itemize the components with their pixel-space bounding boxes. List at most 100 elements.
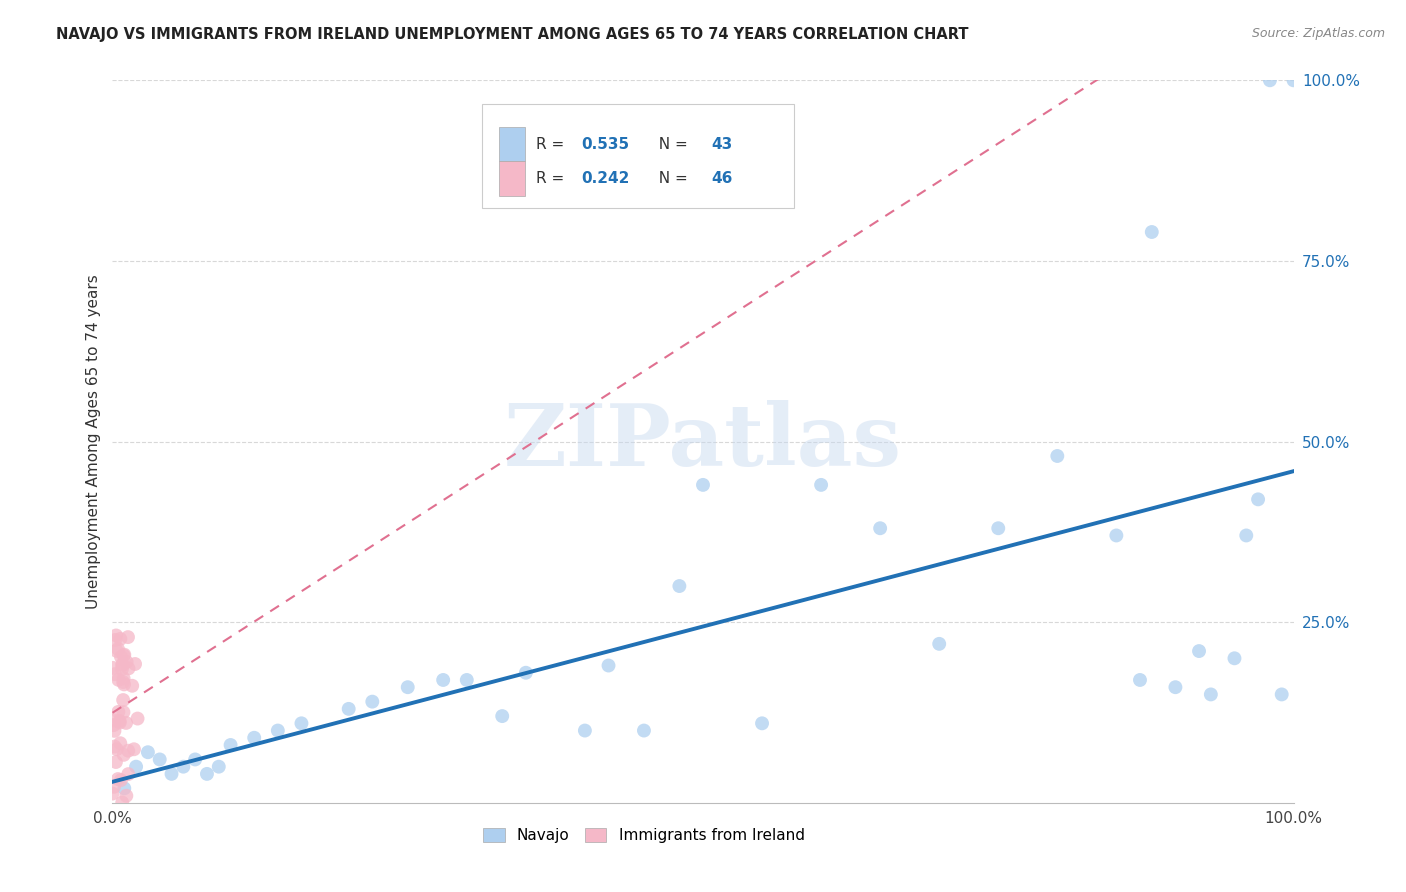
Point: [491, 709, 513, 723]
Point: [987, 521, 1010, 535]
Text: R =: R =: [537, 136, 569, 152]
Point: [112, 677, 135, 691]
Legend: Navajo, Immigrants from Ireland: Navajo, Immigrants from Ireland: [477, 822, 811, 849]
Point: [127, 712, 149, 726]
Point: [111, 662, 134, 676]
Point: [105, 628, 128, 642]
Text: R =: R =: [537, 171, 569, 186]
Point: [456, 673, 478, 687]
Point: [115, 715, 138, 730]
Point: [104, 755, 127, 769]
Point: [110, 649, 132, 664]
Point: [1046, 449, 1069, 463]
Point: [103, 718, 125, 732]
Point: [112, 747, 135, 762]
Point: [104, 632, 127, 647]
Point: [751, 716, 773, 731]
Point: [103, 723, 125, 738]
Point: [117, 744, 139, 758]
Point: [1164, 680, 1187, 694]
Point: [1105, 528, 1128, 542]
Point: [361, 695, 384, 709]
Y-axis label: Unemployment Among Ages 65 to 74 years: Unemployment Among Ages 65 to 74 years: [86, 274, 101, 609]
Point: [105, 644, 128, 658]
Point: [111, 657, 134, 672]
Point: [1234, 528, 1257, 542]
FancyBboxPatch shape: [499, 161, 524, 195]
Point: [101, 787, 124, 801]
Text: 46: 46: [711, 171, 733, 186]
Point: [928, 637, 950, 651]
Point: [1282, 73, 1305, 87]
Point: [396, 680, 419, 694]
Point: [219, 738, 242, 752]
Point: [117, 661, 139, 675]
Point: [111, 796, 134, 810]
Point: [112, 675, 135, 690]
Point: [107, 772, 129, 786]
Text: N =: N =: [648, 171, 692, 186]
Point: [149, 752, 172, 766]
Point: [101, 661, 124, 675]
Point: [290, 716, 312, 731]
Point: [104, 667, 127, 681]
Point: [112, 705, 135, 719]
Point: [112, 648, 135, 662]
Point: [115, 655, 138, 669]
FancyBboxPatch shape: [482, 104, 794, 208]
Point: [692, 478, 714, 492]
Text: N =: N =: [648, 136, 692, 152]
Point: [103, 714, 125, 728]
Point: [103, 739, 125, 754]
Point: [107, 705, 129, 719]
Point: [105, 742, 128, 756]
Point: [1199, 687, 1222, 701]
Text: Source: ZipAtlas.com: Source: ZipAtlas.com: [1251, 27, 1385, 40]
Point: [136, 745, 159, 759]
Point: [124, 657, 146, 671]
Point: [110, 773, 132, 788]
Point: [810, 478, 832, 492]
Text: 43: 43: [711, 136, 733, 152]
Point: [117, 767, 139, 781]
Point: [1223, 651, 1246, 665]
Point: [195, 767, 218, 781]
Point: [117, 630, 139, 644]
Point: [107, 642, 129, 657]
Point: [112, 781, 135, 796]
Point: [208, 760, 231, 774]
Point: [125, 760, 148, 774]
Point: [112, 693, 135, 707]
Point: [107, 673, 129, 687]
Point: [115, 789, 138, 803]
Point: [598, 658, 620, 673]
Point: [184, 752, 207, 766]
Point: [574, 723, 596, 738]
Point: [1258, 73, 1281, 87]
Point: [668, 579, 690, 593]
Point: [1188, 644, 1211, 658]
Point: [432, 673, 454, 687]
Point: [160, 767, 183, 781]
Point: [1271, 687, 1294, 701]
Point: [869, 521, 891, 535]
Point: [515, 665, 537, 680]
Point: [267, 723, 290, 738]
Point: [337, 702, 360, 716]
Text: ZIPatlas: ZIPatlas: [503, 400, 903, 483]
Point: [1129, 673, 1152, 687]
Point: [112, 648, 135, 663]
Text: 0.535: 0.535: [581, 136, 630, 152]
Point: [633, 723, 655, 738]
Point: [110, 632, 132, 646]
Point: [172, 760, 194, 774]
Text: NAVAJO VS IMMIGRANTS FROM IRELAND UNEMPLOYMENT AMONG AGES 65 TO 74 YEARS CORRELA: NAVAJO VS IMMIGRANTS FROM IRELAND UNEMPL…: [56, 27, 969, 42]
Point: [243, 731, 266, 745]
Point: [111, 657, 134, 672]
FancyBboxPatch shape: [499, 127, 524, 161]
Text: 0.242: 0.242: [581, 171, 630, 186]
Point: [1140, 225, 1163, 239]
Point: [121, 679, 143, 693]
Point: [110, 736, 132, 750]
Point: [108, 715, 131, 730]
